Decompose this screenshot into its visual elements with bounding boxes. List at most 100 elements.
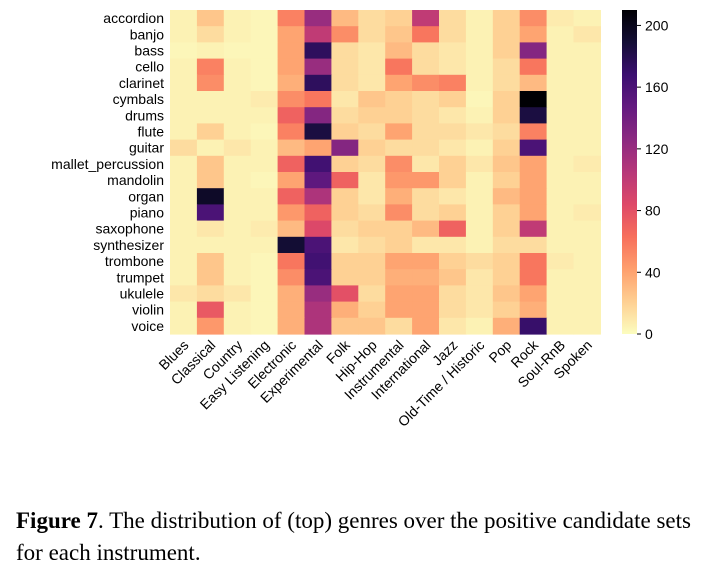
colorbar-tick-label: 40 bbox=[645, 264, 661, 280]
heatmap-cell bbox=[439, 220, 467, 238]
heatmap-cell bbox=[385, 10, 413, 27]
heatmap-cell bbox=[573, 42, 601, 60]
heatmap-cell bbox=[277, 74, 306, 92]
heatmap-cell bbox=[412, 269, 440, 286]
heatmap-cell bbox=[492, 91, 521, 108]
heatmap-cell bbox=[223, 269, 252, 286]
row-label: clarinet bbox=[119, 75, 164, 91]
heatmap-cell bbox=[170, 26, 198, 43]
heatmap-cell bbox=[304, 317, 332, 335]
heatmap-cell bbox=[465, 285, 494, 303]
heatmap-cell bbox=[170, 58, 198, 76]
heatmap-cell bbox=[546, 236, 575, 254]
heatmap-cell bbox=[519, 139, 548, 157]
heatmap-cell bbox=[170, 10, 198, 27]
heatmap-cell bbox=[277, 91, 306, 108]
heatmap-cell bbox=[492, 155, 521, 173]
heatmap-cell bbox=[439, 155, 467, 173]
heatmap-cell bbox=[412, 58, 440, 76]
heatmap-cell bbox=[412, 317, 440, 335]
heatmap-cell bbox=[519, 188, 548, 205]
row-label: voice bbox=[131, 318, 164, 334]
heatmap-cell bbox=[277, 58, 306, 76]
heatmap-cell bbox=[573, 220, 601, 238]
heatmap-cell bbox=[465, 188, 494, 205]
heatmap-cell bbox=[277, 285, 306, 303]
heatmap-cell bbox=[331, 26, 359, 43]
heatmap-cell bbox=[412, 172, 440, 189]
heatmap-cell bbox=[196, 269, 225, 286]
heatmap-cell bbox=[304, 91, 332, 108]
heatmap-cell bbox=[385, 91, 413, 108]
heatmap-cell bbox=[358, 123, 386, 141]
heatmap-cell bbox=[358, 107, 386, 124]
heatmap-cell bbox=[385, 188, 413, 205]
heatmap-cell bbox=[492, 172, 521, 189]
heatmap-cell bbox=[546, 301, 575, 319]
heatmap-cell bbox=[250, 42, 279, 60]
heatmap-cell bbox=[358, 285, 386, 303]
heatmap-cell bbox=[519, 58, 548, 76]
heatmap-cell bbox=[304, 58, 332, 76]
heatmap-cell bbox=[304, 253, 332, 270]
heatmap-cell bbox=[465, 301, 494, 319]
heatmap-cell bbox=[546, 269, 575, 286]
row-label: accordion bbox=[103, 10, 164, 26]
heatmap-cell bbox=[250, 236, 279, 254]
heatmap-cell bbox=[250, 204, 279, 222]
heatmap-cell bbox=[196, 253, 225, 270]
heatmap-cell bbox=[304, 123, 332, 141]
heatmap-cell bbox=[439, 317, 467, 335]
heatmap-cell bbox=[304, 26, 332, 43]
heatmap-cell bbox=[573, 204, 601, 222]
heatmap-cell bbox=[465, 253, 494, 270]
heatmap-cell bbox=[492, 253, 521, 270]
heatmap-cell bbox=[492, 42, 521, 60]
heatmap-cell bbox=[304, 155, 332, 173]
heatmap-cell bbox=[250, 188, 279, 205]
heatmap-cell bbox=[196, 317, 225, 335]
heatmap-cell bbox=[223, 58, 252, 76]
row-label: organ bbox=[128, 188, 164, 204]
heatmap-cell bbox=[439, 172, 467, 189]
heatmap-cell bbox=[331, 236, 359, 254]
heatmap-cell bbox=[304, 172, 332, 189]
colorbar-gradient bbox=[622, 10, 637, 334]
heatmap-cell bbox=[358, 58, 386, 76]
row-label: trumpet bbox=[117, 269, 165, 285]
heatmap-cell bbox=[465, 236, 494, 254]
heatmap-cell bbox=[492, 123, 521, 141]
heatmap-cell bbox=[573, 91, 601, 108]
heatmap-cell bbox=[385, 107, 413, 124]
heatmap-cell bbox=[358, 74, 386, 92]
heatmap-cell bbox=[546, 139, 575, 157]
heatmap-cell bbox=[385, 236, 413, 254]
heatmap-cell bbox=[412, 220, 440, 238]
heatmap-cell bbox=[546, 58, 575, 76]
heatmap-cell bbox=[492, 139, 521, 157]
heatmap-cell bbox=[277, 301, 306, 319]
heatmap-cell bbox=[573, 107, 601, 124]
heatmap-cell bbox=[465, 204, 494, 222]
heatmap-cell bbox=[465, 91, 494, 108]
heatmap-cell bbox=[573, 253, 601, 270]
heatmap-cell bbox=[170, 139, 198, 157]
heatmap-cell bbox=[465, 74, 494, 92]
heatmap-cell bbox=[223, 42, 252, 60]
heatmap-cell bbox=[250, 301, 279, 319]
heatmap-cell bbox=[546, 10, 575, 27]
heatmap-cell bbox=[196, 10, 225, 27]
heatmap-cell bbox=[331, 42, 359, 60]
heatmap-cell bbox=[250, 172, 279, 189]
heatmap-cell bbox=[250, 269, 279, 286]
heatmap-cell bbox=[465, 269, 494, 286]
row-label: trombone bbox=[105, 253, 164, 269]
heatmap-cell bbox=[277, 123, 306, 141]
heatmap-cell bbox=[304, 10, 332, 27]
heatmap-cell bbox=[546, 285, 575, 303]
heatmap-cell bbox=[304, 285, 332, 303]
heatmap-cell bbox=[170, 220, 198, 238]
heatmap-cell bbox=[223, 10, 252, 27]
row-label: violin bbox=[132, 302, 164, 318]
heatmap-cell bbox=[546, 123, 575, 141]
